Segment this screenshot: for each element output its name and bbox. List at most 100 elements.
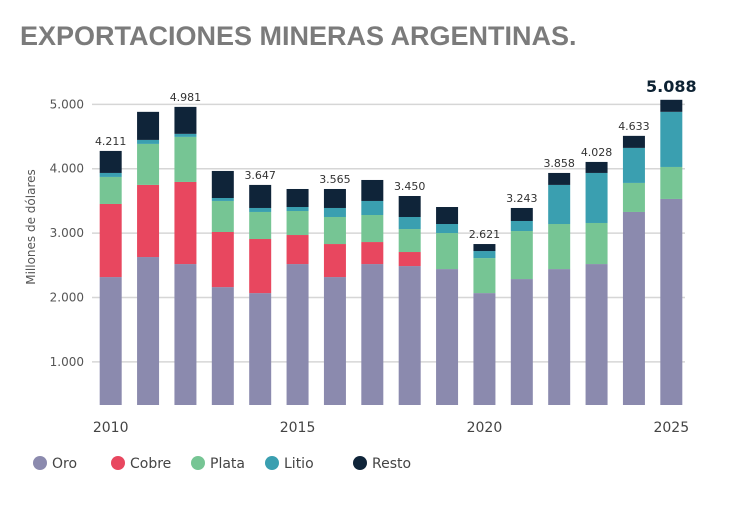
- bar-segment-oro: [660, 198, 683, 405]
- bar-segment-cobre: [286, 235, 309, 265]
- bar-segment-oro: [473, 293, 496, 405]
- x-tick-label: 2010: [93, 420, 129, 436]
- bar-segment-resto: [660, 99, 683, 112]
- bar-segment-resto: [211, 170, 234, 198]
- bar-2010: [99, 150, 122, 405]
- data-label: 3.565: [319, 173, 351, 186]
- bar-segment-cobre: [398, 252, 421, 267]
- bar-segment-resto: [286, 188, 309, 208]
- bar-segment-resto: [174, 106, 197, 134]
- legend-label: Oro: [52, 456, 77, 472]
- bar-segment-plata: [548, 224, 571, 270]
- legend-item-litio: Litio: [265, 456, 314, 472]
- data-label: 3.243: [506, 192, 538, 205]
- bar-segment-oro: [585, 264, 608, 405]
- bar-2025: [660, 99, 683, 405]
- bar-2015: [286, 188, 309, 405]
- bar-segment-resto: [249, 184, 272, 208]
- bar-segment-cobre: [174, 181, 197, 265]
- bar-segment-resto: [622, 135, 645, 148]
- data-label: 3.647: [244, 169, 276, 182]
- legend-item-cobre: Cobre: [111, 456, 171, 472]
- bar-2022: [548, 172, 571, 405]
- bar-segment-oro: [286, 264, 309, 405]
- bar-segment-resto: [99, 150, 122, 173]
- bar-segment-cobre: [249, 239, 272, 294]
- bar-segment-plata: [473, 258, 496, 294]
- bar-segment-oro: [510, 279, 533, 405]
- bar-segment-cobre: [323, 244, 346, 278]
- data-label: 4.211: [95, 135, 127, 148]
- bar-segment-resto: [548, 172, 571, 185]
- data-label: 4.633: [618, 120, 650, 133]
- bar-segment-cobre: [99, 203, 122, 278]
- bar-2014: [249, 184, 272, 405]
- bar-segment-litio: [398, 216, 421, 230]
- legend-label: Litio: [284, 456, 314, 472]
- bar-segment-cobre: [361, 242, 384, 265]
- bar-2023: [585, 161, 608, 405]
- bar-segment-oro: [398, 266, 421, 405]
- legend-swatch: [111, 456, 125, 470]
- bar-segment-plata: [398, 229, 421, 253]
- bar-segment-plata: [286, 211, 309, 236]
- legend-label: Cobre: [130, 456, 171, 472]
- bar-segment-plata: [323, 216, 346, 245]
- bar-segment-oro: [323, 277, 346, 405]
- bar-2011: [137, 111, 160, 405]
- bar-segment-litio: [361, 200, 384, 215]
- bar-segment-litio: [174, 133, 197, 137]
- bar-segment-litio: [622, 147, 645, 183]
- bar-segment-resto: [510, 207, 533, 221]
- bar-segment-resto: [323, 188, 346, 208]
- data-label: 3.858: [543, 157, 575, 170]
- bar-segment-plata: [137, 143, 160, 185]
- bar-segment-cobre: [211, 231, 234, 288]
- data-label: 2.621: [469, 228, 501, 241]
- bar-2013: [211, 170, 234, 405]
- bar-segment-oro: [137, 257, 160, 405]
- bar-segment-litio: [211, 197, 234, 201]
- bar-segment-litio: [473, 251, 496, 259]
- bar-segment-resto: [137, 111, 160, 140]
- chart-title: EXPORTACIONES MINERAS ARGENTINAS.: [20, 21, 577, 51]
- bar-segment-oro: [249, 293, 272, 405]
- bar-segment-litio: [510, 220, 533, 232]
- legend-swatch: [353, 456, 367, 470]
- bar-2024: [622, 135, 645, 405]
- bar-segment-litio: [548, 184, 571, 225]
- legend-label: Plata: [210, 456, 245, 472]
- bar-segment-litio: [137, 139, 160, 144]
- bar-segment-plata: [249, 211, 272, 240]
- bar-2012: [174, 106, 197, 405]
- legend-swatch: [191, 456, 205, 470]
- legend-label: Resto: [372, 456, 411, 472]
- y-tick-label: 4.000: [50, 162, 84, 176]
- legend-item-resto: Resto: [353, 456, 411, 472]
- bar-segment-plata: [660, 166, 683, 199]
- legend-item-oro: Oro: [33, 456, 77, 472]
- bar-segment-oro: [211, 287, 234, 405]
- data-label: 4.981: [170, 91, 202, 104]
- bar-segment-plata: [622, 182, 645, 212]
- legend-swatch: [265, 456, 279, 470]
- data-label: 5.088: [646, 77, 697, 96]
- bar-segment-litio: [585, 172, 608, 223]
- bar-segment-litio: [99, 172, 122, 177]
- bar-segment-plata: [174, 136, 197, 182]
- data-label: 3.450: [394, 180, 426, 193]
- y-tick-label: 5.000: [50, 97, 84, 111]
- bar-2018: [398, 196, 421, 405]
- legend-item-plata: Plata: [191, 456, 245, 472]
- bar-2016: [323, 188, 346, 405]
- bar-segment-resto: [436, 207, 459, 225]
- bar-segment-oro: [622, 211, 645, 405]
- bar-segment-plata: [585, 222, 608, 265]
- bar-segment-plata: [99, 176, 122, 204]
- bar-2017: [361, 179, 384, 405]
- bar-segment-litio: [323, 207, 346, 217]
- y-tick-label: 3.000: [50, 226, 84, 240]
- x-tick-label: 2015: [280, 420, 316, 436]
- bar-segment-litio: [249, 207, 272, 212]
- x-tick-label: 2020: [467, 420, 503, 436]
